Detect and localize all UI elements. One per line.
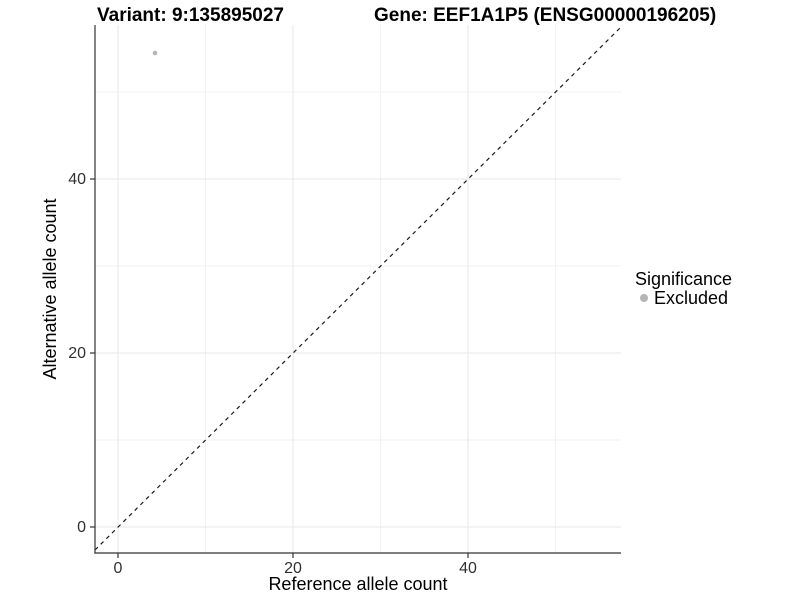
y-tick-label-0: 0 [77,519,86,536]
y-tick-labels: 0 20 40 [68,171,86,536]
legend-item-label: Excluded [654,288,728,308]
gridlines-minor [95,25,621,553]
y-tick-label-40: 40 [68,171,86,188]
gridlines-major [95,25,621,553]
y-tick-label-20: 20 [68,345,86,362]
legend: Significance Excluded [635,269,732,308]
legend-key-point-icon [640,294,648,302]
x-tick-label-20: 20 [284,560,302,577]
x-tick-labels: 0 20 40 [114,560,477,577]
plot-title-variant: Variant: 9:135895027 [97,5,284,26]
identity-dashed-line [94,26,622,551]
x-tick-label-40: 40 [459,560,477,577]
y-tick-marks [90,178,95,528]
x-axis-title: Reference allele count [268,574,447,594]
x-tick-marks [117,553,469,558]
x-tick-label-0: 0 [114,560,123,577]
plot-title-gene: Gene: EEF1A1P5 (ENSG00000196205) [374,5,716,26]
y-axis-title: Alternative allele count [40,198,60,379]
legend-title: Significance [635,269,732,289]
data-point-excluded [152,50,158,56]
